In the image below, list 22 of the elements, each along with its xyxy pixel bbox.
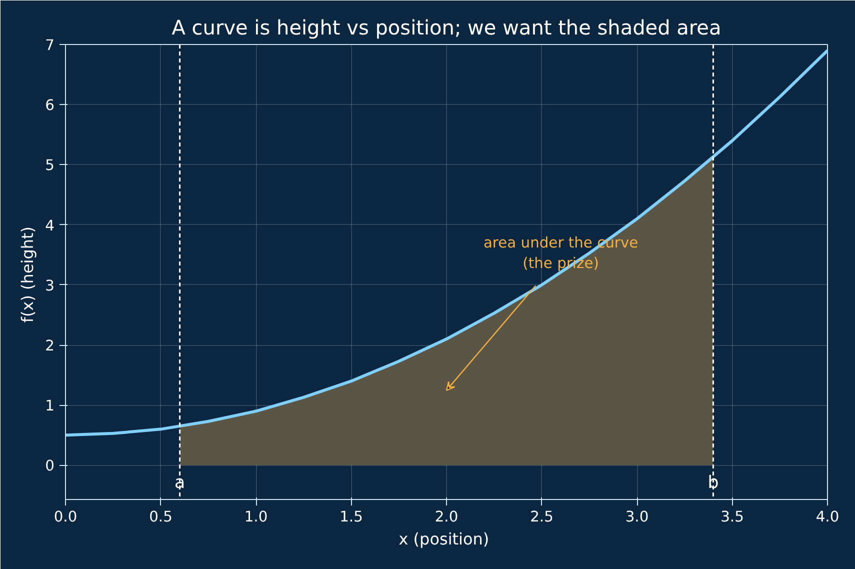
x-axis-title: x (position) (398, 530, 490, 548)
chart-title: A curve is height vs position; we want the shaded area (172, 16, 722, 40)
y-tick-label: 5 (45, 157, 55, 174)
ref-line-label: b (708, 473, 719, 494)
x-tick-label: 4.0 (816, 508, 840, 526)
y-tick-label: 2 (45, 338, 55, 355)
y-tick-label: 1 (45, 398, 55, 415)
y-tick-label: 3 (45, 277, 55, 294)
x-tick-label: 3.0 (625, 508, 649, 526)
y-tick-label: 6 (45, 97, 55, 114)
x-tick-label: 2.0 (434, 508, 458, 526)
y-tick-label: 4 (45, 217, 55, 234)
x-tick-label: 3.5 (720, 508, 744, 526)
x-tick-label: 2.5 (530, 508, 554, 526)
y-tick-label: 0 (45, 458, 55, 475)
y-tick-label: 7 (45, 37, 55, 54)
x-tick-label: 0.0 (54, 508, 78, 526)
x-tick-label: 1.5 (340, 508, 363, 526)
x-tick-label: 0.5 (149, 508, 172, 526)
x-tick-label: 1.0 (244, 508, 268, 526)
line-series (66, 49, 828, 437)
y-axis-title: f(x) (height) (18, 226, 38, 323)
